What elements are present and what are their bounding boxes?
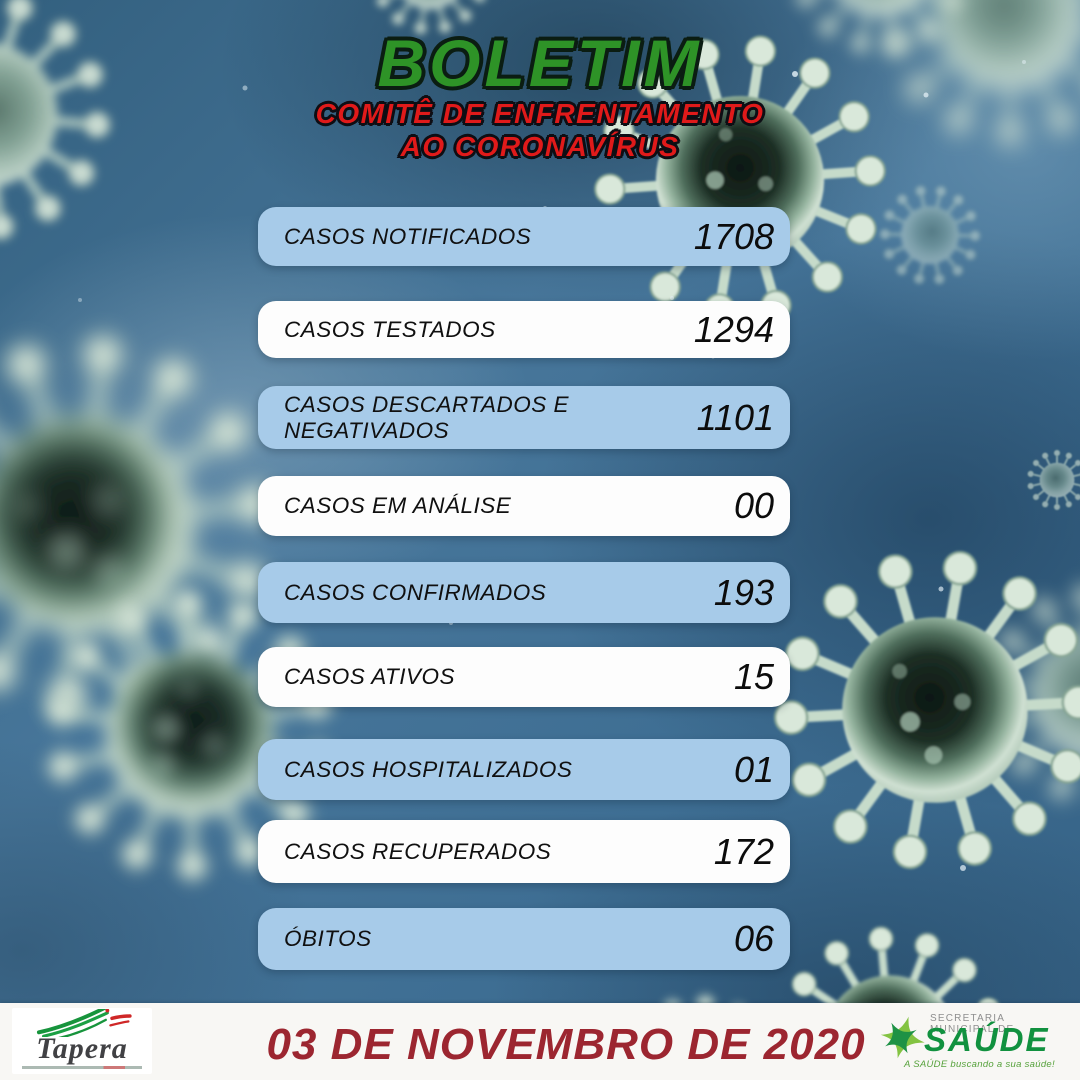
tapera-municipality-logo: Tapera (12, 1008, 152, 1074)
stat-value: 1708 (693, 215, 774, 257)
stat-value: 1101 (696, 396, 774, 438)
subtitle-line1: COMITÊ DE ENFRENTAMENTO (314, 96, 765, 131)
page-title: BOLETIM (375, 25, 703, 101)
saude-logo-name: SAÚDE (924, 1021, 1050, 1058)
saude-logo-tagline: A SAÚDE buscando a sua saúde! (904, 1059, 1055, 1070)
stat-row-casos-hospitalizados: CASOS HOSPITALIZADOS 01 (258, 739, 790, 800)
stat-row-casos-testados: CASOS TESTADOS 1294 (258, 301, 790, 358)
stat-value: 172 (713, 830, 774, 872)
stat-row-casos-descartados: CASOS DESCARTADOS E NEGATIVADOS 1101 (258, 386, 790, 449)
stat-row-casos-ativos: CASOS ATIVOS 15 (258, 647, 790, 707)
stat-label: CASOS TESTADOS (284, 316, 496, 342)
health-secretary-logo: SECRETARIA MUNICIPAL DE SAÚDE A SAÚDE bu… (872, 1005, 1072, 1077)
stat-value: 01 (733, 748, 774, 790)
tapera-logo-text: Tapera (36, 1032, 128, 1065)
stat-row-obitos: ÓBITOS 06 (258, 908, 790, 970)
bulletin-date: 03 DE NOVEMBRO DE 2020 (266, 1020, 866, 1069)
stat-label: CASOS EM ANÁLISE (284, 493, 512, 519)
stat-row-casos-recuperados: CASOS RECUPERADOS 172 (258, 820, 790, 883)
stat-label: ÓBITOS (284, 926, 372, 952)
tapera-logo-microtext-line (22, 1066, 142, 1069)
stat-value: 1294 (693, 308, 774, 350)
subtitle-line2: AO CORONAVÍRUS (399, 129, 680, 164)
saude-star-icon (880, 1016, 925, 1059)
stat-row-casos-em-analise: CASOS EM ANÁLISE 00 (258, 476, 790, 536)
stat-row-casos-notificados: CASOS NOTIFICADOS 1708 (258, 207, 790, 266)
tapera-swoosh-icon (36, 1009, 132, 1037)
stat-label: CASOS DESCARTADOS E NEGATIVADOS (284, 392, 569, 443)
stat-label: CASOS ATIVOS (284, 664, 456, 690)
stat-label: CASOS CONFIRMADOS (284, 579, 547, 605)
stat-value: 06 (733, 918, 774, 959)
stat-label: CASOS NOTIFICADOS (284, 223, 532, 249)
stat-label: CASOS RECUPERADOS (284, 838, 552, 864)
stat-row-casos-confirmados: CASOS CONFIRMADOS 193 (258, 562, 790, 623)
stat-value: 00 (733, 485, 774, 526)
saude-logo-department-line: SECRETARIA MUNICIPAL DE (930, 1013, 1015, 1035)
stat-value: 15 (733, 656, 774, 697)
stat-label: CASOS HOSPITALIZADOS (284, 756, 573, 782)
page-subtitle: COMITÊ DE ENFRENTAMENTO AO CORONAVÍRUS (0, 96, 1080, 164)
footer-bar: Tapera 03 DE NOVEMBRO DE 2020 SECRETARIA… (0, 1003, 1080, 1080)
stat-value: 193 (713, 571, 774, 613)
coronavirus-particle (750, 525, 1080, 896)
